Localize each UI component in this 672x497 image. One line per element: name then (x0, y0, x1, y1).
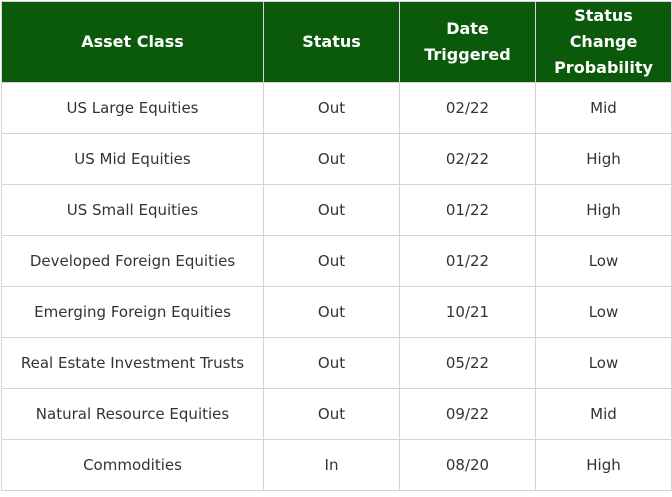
cell-date-triggered: 01/22 (399, 184, 536, 236)
cell-asset-class: Commodities (1, 439, 264, 491)
header-date-triggered: Date Triggered (399, 1, 536, 83)
cell-probability: High (535, 133, 672, 185)
cell-status: Out (263, 133, 400, 185)
cell-asset-class: US Large Equities (1, 82, 264, 134)
table-row: US Large Equities Out 02/22 Mid (1, 82, 672, 134)
header-status-change-probability: Status Change Probability (535, 1, 672, 83)
cell-status: Out (263, 82, 400, 134)
cell-status: Out (263, 337, 400, 389)
table-header-row: Asset Class Status Date Triggered Status… (1, 1, 672, 83)
table-row: US Small Equities Out 01/22 High (1, 184, 672, 236)
cell-probability: High (535, 184, 672, 236)
cell-asset-class: US Mid Equities (1, 133, 264, 185)
table-row: US Mid Equities Out 02/22 High (1, 133, 672, 185)
cell-date-triggered: 02/22 (399, 133, 536, 185)
table-row: Developed Foreign Equities Out 01/22 Low (1, 235, 672, 287)
cell-date-triggered: 01/22 (399, 235, 536, 287)
cell-status: In (263, 439, 400, 491)
cell-date-triggered: 05/22 (399, 337, 536, 389)
cell-probability: Low (535, 337, 672, 389)
cell-date-triggered: 10/21 (399, 286, 536, 338)
cell-probability: High (535, 439, 672, 491)
cell-date-triggered: 09/22 (399, 388, 536, 440)
cell-status: Out (263, 388, 400, 440)
cell-asset-class: Natural Resource Equities (1, 388, 264, 440)
cell-status: Out (263, 235, 400, 287)
cell-asset-class: Real Estate Investment Trusts (1, 337, 264, 389)
cell-asset-class: US Small Equities (1, 184, 264, 236)
cell-status: Out (263, 184, 400, 236)
header-asset-class: Asset Class (1, 1, 264, 83)
cell-asset-class: Emerging Foreign Equities (1, 286, 264, 338)
cell-date-triggered: 08/20 (399, 439, 536, 491)
cell-asset-class: Developed Foreign Equities (1, 235, 264, 287)
table-row: Natural Resource Equities Out 09/22 Mid (1, 388, 672, 440)
cell-status: Out (263, 286, 400, 338)
table-row: Commodities In 08/20 High (1, 439, 672, 491)
header-status: Status (263, 1, 400, 83)
cell-probability: Low (535, 235, 672, 287)
table-row: Real Estate Investment Trusts Out 05/22 … (1, 337, 672, 389)
cell-probability: Mid (535, 388, 672, 440)
cell-probability: Mid (535, 82, 672, 134)
cell-date-triggered: 02/22 (399, 82, 536, 134)
cell-probability: Low (535, 286, 672, 338)
table-row: Emerging Foreign Equities Out 10/21 Low (1, 286, 672, 338)
